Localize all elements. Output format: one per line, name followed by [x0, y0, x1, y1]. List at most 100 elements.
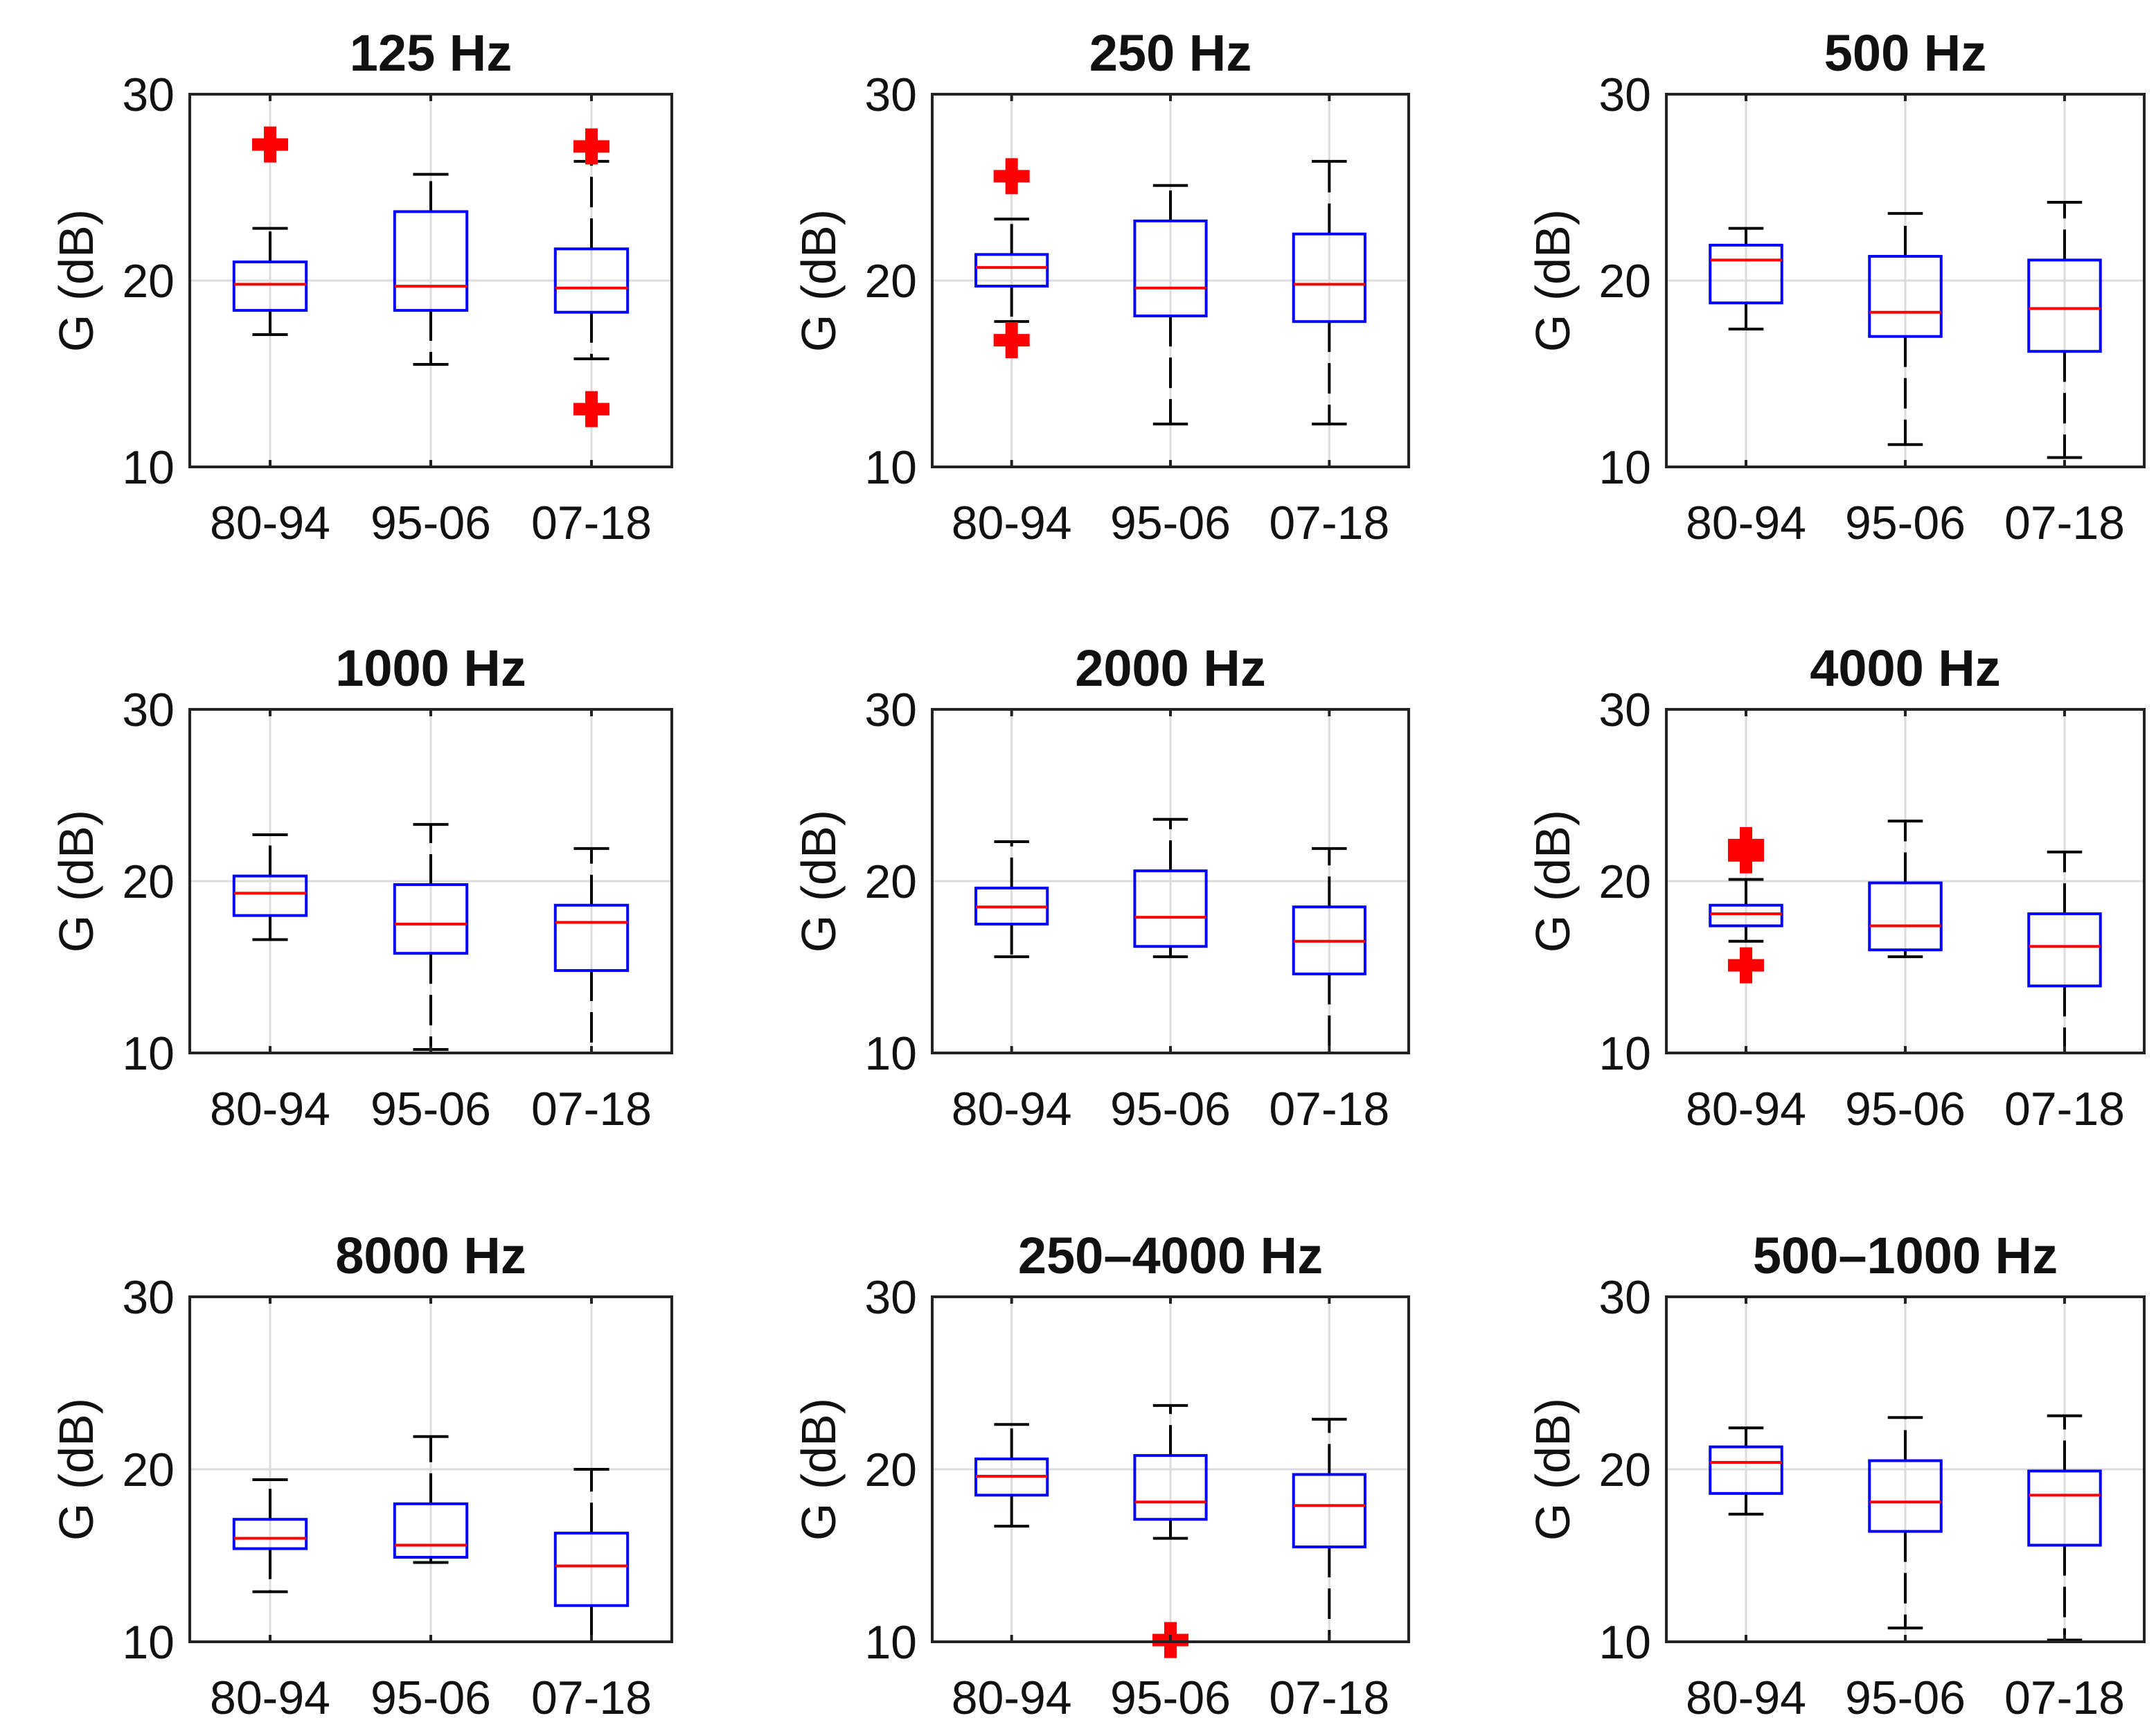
box-80-94: [1709, 1426, 1783, 1516]
y-tick-label: 30: [1598, 1271, 1651, 1324]
x-tick-label: 80-94: [210, 497, 330, 549]
subplot-panel: 10 20 30 80-94 95-06 07-18 4000 Hz G (dB): [1526, 639, 2146, 1135]
subplot-panel: 10 20 30 80-94 95-06 07-18 125 Hz G (dB): [49, 24, 673, 549]
x-tick-label: 95-06: [1845, 1672, 1966, 1724]
iqr-box: [553, 1532, 630, 1607]
subplot-panel: 10 20 30 80-94 95-06 07-18 1000 Hz G (dB): [49, 639, 673, 1135]
box-95-06: [1868, 820, 1943, 959]
y-tick-label: 20: [864, 1444, 917, 1496]
iqr-box: [553, 247, 630, 314]
box-80-94: [232, 126, 308, 337]
subplot-panel: 10 20 30 80-94 95-06 07-18 500–1000 Hz G (dB): [1526, 1227, 2146, 1724]
subplot-title: 125 Hz: [350, 24, 512, 82]
y-tick-label: 30: [122, 684, 175, 736]
box-07-18: [553, 128, 630, 427]
iqr-box: [232, 260, 308, 312]
y-tick-label: 30: [122, 69, 175, 121]
subplot-title: 1000 Hz: [335, 639, 526, 697]
x-tick-label: 95-06: [1110, 1083, 1231, 1135]
y-tick-label: 20: [122, 255, 175, 308]
x-tick-label: 07-18: [531, 1672, 652, 1724]
x-tick-label: 95-06: [1845, 497, 1966, 549]
iqr-box: [1292, 1473, 1366, 1549]
subplot-title: 250–4000 Hz: [1018, 1227, 1323, 1284]
x-tick-label: 07-18: [1269, 497, 1389, 549]
y-axis-label: G (dB): [792, 810, 846, 953]
box-80-94: [232, 1478, 308, 1593]
outlier-marker: [993, 322, 1030, 359]
outlier-marker: [993, 158, 1030, 195]
box-80-94: [974, 840, 1049, 959]
x-tick-label: 95-06: [1845, 1083, 1966, 1135]
subplot-title: 4000 Hz: [1810, 639, 2001, 697]
box-95-06: [393, 1435, 469, 1564]
subplot-panel: 10 20 30 80-94 95-06 07-18 8000 Hz G (dB): [49, 1227, 673, 1724]
box-80-94: [1709, 227, 1783, 330]
iqr-box: [1709, 1445, 1783, 1495]
y-axis-label: G (dB): [1526, 810, 1580, 953]
x-tick-label: 07-18: [531, 1083, 652, 1135]
outlier-marker: [573, 391, 609, 427]
y-axis-label: G (dB): [49, 209, 103, 352]
outlier-marker: [573, 128, 609, 165]
iqr-box: [1709, 243, 1783, 305]
x-tick-label: 80-94: [952, 1672, 1072, 1724]
x-tick-label: 80-94: [1686, 1672, 1806, 1724]
subplot-title: 500 Hz: [1824, 24, 1986, 82]
box-07-18: [1292, 159, 1366, 426]
y-tick-label: 20: [1598, 255, 1651, 308]
y-tick-label: 30: [864, 1271, 917, 1324]
subplot-title: 250 Hz: [1089, 24, 1251, 82]
y-tick-label: 10: [864, 441, 917, 494]
x-tick-label: 07-18: [1269, 1672, 1389, 1724]
box-07-18: [2027, 201, 2102, 459]
y-tick-label: 30: [1598, 69, 1651, 121]
y-tick-label: 30: [122, 1271, 175, 1324]
y-tick-label: 20: [1598, 1444, 1651, 1496]
y-tick-label: 20: [122, 856, 175, 908]
iqr-box: [1868, 881, 1943, 952]
iqr-box: [1133, 1454, 1208, 1521]
x-tick-label: 07-18: [2004, 1083, 2125, 1135]
iqr-box: [1709, 903, 1783, 928]
iqr-box: [2027, 258, 2102, 353]
iqr-box: [1292, 232, 1366, 324]
iqr-box: [553, 903, 630, 972]
box-07-18: [1292, 1417, 1366, 1643]
iqr-box: [393, 210, 469, 312]
y-tick-label: 30: [1598, 684, 1651, 736]
box-95-06: [393, 823, 469, 1052]
y-tick-label: 20: [864, 856, 917, 908]
iqr-box: [393, 883, 469, 955]
y-tick-label: 10: [864, 1616, 917, 1669]
y-tick-label: 30: [864, 684, 917, 736]
y-tick-label: 10: [1598, 441, 1651, 494]
y-tick-label: 10: [122, 1027, 175, 1080]
y-tick-label: 10: [1598, 1027, 1651, 1080]
y-tick-label: 20: [864, 255, 917, 308]
y-tick-label: 10: [122, 441, 175, 494]
x-tick-label: 80-94: [952, 1083, 1072, 1135]
x-tick-label: 80-94: [952, 497, 1072, 549]
box-95-06: [1133, 184, 1208, 426]
outlier-marker: [252, 126, 288, 163]
y-axis-label: G (dB): [792, 1398, 846, 1541]
x-tick-label: 07-18: [2004, 497, 2125, 549]
y-tick-label: 20: [1598, 856, 1651, 908]
y-axis-label: G (dB): [1526, 1398, 1580, 1541]
y-tick-label: 10: [1598, 1616, 1651, 1669]
iqr-box: [232, 1518, 308, 1550]
iqr-box: [1133, 219, 1208, 318]
x-tick-label: 95-06: [371, 1083, 491, 1135]
box-07-18: [2027, 850, 2102, 1054]
iqr-box: [1868, 1459, 1943, 1533]
iqr-box: [974, 253, 1049, 288]
x-tick-label: 95-06: [371, 497, 491, 549]
box-80-94: [1709, 826, 1783, 984]
subplot-title: 2000 Hz: [1075, 639, 1266, 697]
y-axis-label: G (dB): [792, 209, 846, 352]
y-axis-label: G (dB): [49, 810, 103, 953]
x-tick-label: 80-94: [1686, 1083, 1806, 1135]
subplot-title: 500–1000 Hz: [1753, 1227, 2058, 1284]
